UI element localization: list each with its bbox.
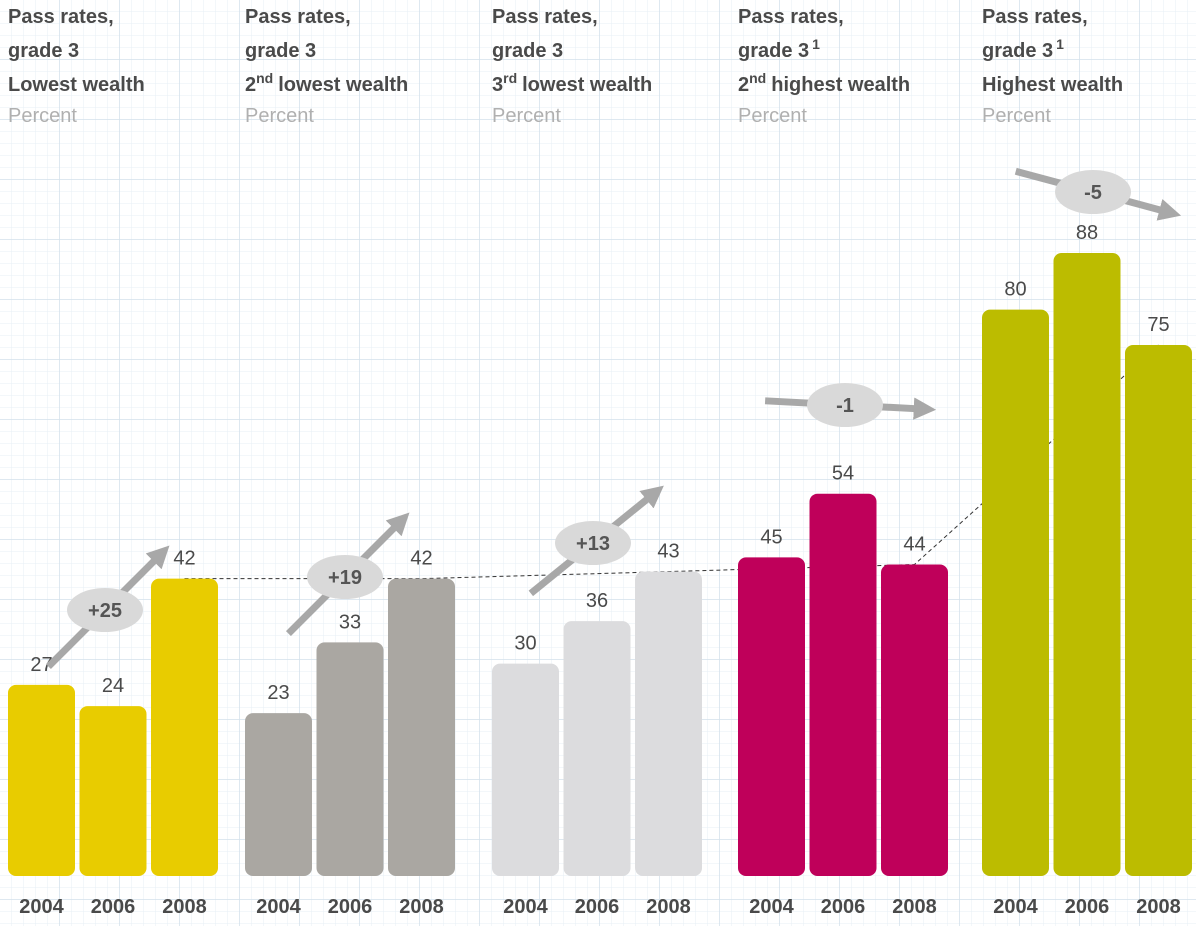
- chart-title: Pass rates,: [245, 6, 351, 28]
- bar: [1125, 345, 1192, 877]
- bar: [151, 578, 218, 876]
- change-label: -1: [836, 395, 854, 417]
- group-name: lowest wealth: [278, 74, 408, 96]
- group-ordinal: 2: [738, 74, 749, 96]
- value-label: 45: [760, 526, 782, 548]
- change-bubble: [67, 588, 143, 632]
- change-bubble: [807, 383, 883, 427]
- x-tick-label: 2004: [749, 896, 794, 918]
- unit-label: Percent: [492, 105, 561, 127]
- group-name: Highest wealth: [982, 74, 1123, 96]
- x-tick-label: 2004: [19, 896, 64, 918]
- x-tick-label: 2004: [256, 896, 301, 918]
- value-label: 88: [1076, 222, 1098, 244]
- bar: [388, 578, 455, 876]
- chart-header: Pass rates, grade 3 3rd lowest wealth: [492, 6, 652, 96]
- bar: [982, 309, 1049, 876]
- group-ordinal-suffix: rd: [503, 70, 517, 86]
- value-label: 30: [514, 633, 536, 655]
- bar: [8, 684, 75, 876]
- x-tick-label: 2004: [503, 896, 548, 918]
- chart-title: Pass rates,: [982, 6, 1088, 28]
- change-bubble: [1055, 170, 1131, 214]
- chart-title: Pass rates,: [738, 6, 844, 28]
- bar: [492, 663, 559, 876]
- group-name: highest wealth: [771, 74, 910, 96]
- bar: [881, 564, 948, 876]
- bar: [1053, 253, 1121, 876]
- footnote-mark: 1: [812, 36, 820, 52]
- value-label: 27: [30, 654, 52, 676]
- group-name: Lowest wealth: [8, 74, 145, 96]
- value-label: 36: [586, 590, 608, 612]
- bar: [79, 706, 147, 876]
- value-label: 80: [1004, 279, 1026, 301]
- chart-subtitle: grade 3: [8, 40, 79, 62]
- x-tick-label: 2008: [162, 896, 207, 918]
- x-tick-label: 2006: [575, 896, 620, 918]
- x-tick-label: 2008: [892, 896, 937, 918]
- chart-title: Pass rates,: [492, 6, 598, 28]
- x-tick-label: 2008: [646, 896, 691, 918]
- bar: [245, 713, 312, 876]
- bar: [809, 493, 877, 876]
- value-label: 42: [410, 548, 432, 570]
- value-label: 75: [1147, 314, 1169, 336]
- x-tick-label: 2006: [821, 896, 866, 918]
- bar: [316, 642, 384, 876]
- x-tick-label: 2006: [91, 896, 136, 918]
- change-label: +13: [576, 533, 610, 555]
- bar: [635, 571, 702, 876]
- x-tick-label: 2006: [1065, 896, 1110, 918]
- bar: [738, 557, 805, 876]
- x-tick-label: 2008: [399, 896, 444, 918]
- value-label: 42: [173, 548, 195, 570]
- chart-subtitle: grade 3: [738, 40, 809, 62]
- change-label: +19: [328, 567, 362, 589]
- footnote-mark: 1: [1056, 36, 1064, 52]
- group-ordinal: 3: [492, 74, 503, 96]
- chart-subtitle: grade 3: [245, 40, 316, 62]
- unit-label: Percent: [982, 105, 1051, 127]
- change-label: -5: [1084, 182, 1102, 204]
- unit-label: Percent: [8, 105, 77, 127]
- unit-label: Percent: [245, 105, 314, 127]
- group-name: lowest wealth: [522, 74, 652, 96]
- value-label: 43: [657, 541, 679, 563]
- group-ordinal-suffix: nd: [749, 70, 766, 86]
- chart-title: Pass rates,: [8, 6, 114, 28]
- chart-header: Pass rates, grade 3 2nd lowest wealth: [245, 6, 408, 96]
- group-ordinal-suffix: nd: [256, 70, 273, 86]
- change-bubble: [555, 521, 631, 565]
- unit-label: Percent: [738, 105, 807, 127]
- chart-subtitle: grade 3: [982, 40, 1053, 62]
- chart-header: Pass rates, grade 3 Lowest wealth: [8, 6, 145, 96]
- value-label: 23: [267, 682, 289, 704]
- bar: [563, 621, 631, 876]
- value-label: 24: [102, 675, 124, 697]
- change-label: +25: [88, 600, 122, 622]
- x-tick-label: 2004: [993, 896, 1038, 918]
- value-label: 33: [339, 611, 361, 633]
- x-tick-label: 2006: [328, 896, 373, 918]
- chart-subtitle: grade 3: [492, 40, 563, 62]
- x-tick-label: 2008: [1136, 896, 1181, 918]
- change-bubble: [307, 555, 383, 599]
- chart-header: Pass rates,grade 31​Highest wealth: [982, 6, 1123, 96]
- group-ordinal: 2: [245, 74, 256, 96]
- value-label: 54: [832, 463, 854, 485]
- value-label: 44: [903, 534, 925, 556]
